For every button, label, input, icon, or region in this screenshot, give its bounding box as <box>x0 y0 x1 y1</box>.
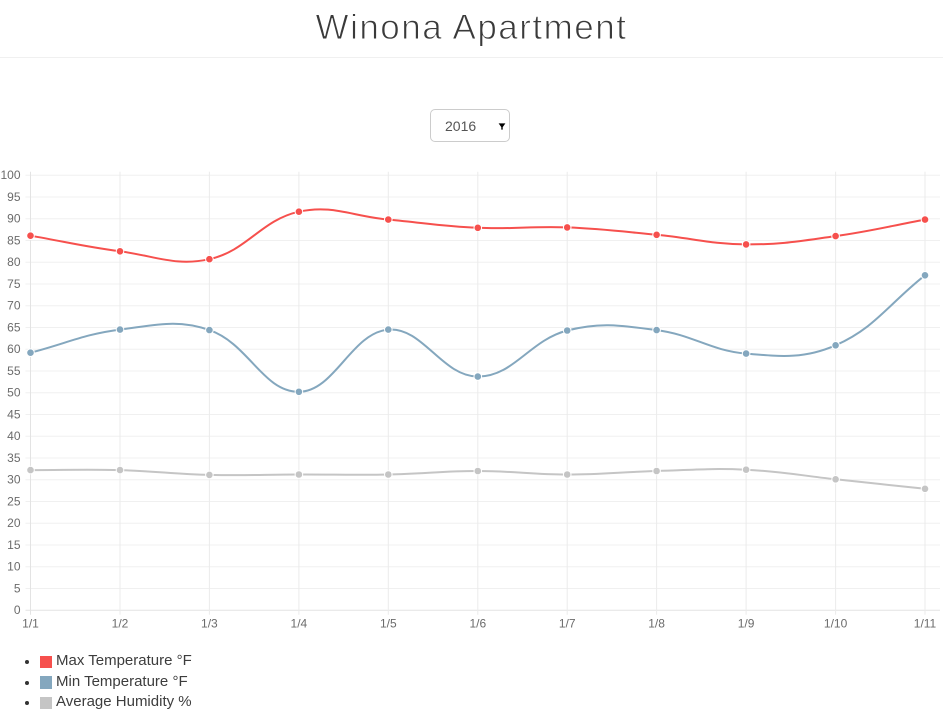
svg-text:0: 0 <box>14 603 21 617</box>
svg-text:1/9: 1/9 <box>738 617 755 631</box>
svg-text:1/5: 1/5 <box>380 617 397 631</box>
svg-text:100: 100 <box>0 168 20 182</box>
svg-text:65: 65 <box>7 320 21 334</box>
svg-text:85: 85 <box>7 233 21 247</box>
svg-text:1/3: 1/3 <box>201 617 218 631</box>
svg-text:35: 35 <box>7 451 21 465</box>
svg-text:5: 5 <box>14 581 21 595</box>
svg-text:1/11: 1/11 <box>914 617 937 631</box>
svg-text:55: 55 <box>7 364 21 378</box>
svg-text:10: 10 <box>7 560 21 574</box>
svg-text:75: 75 <box>7 277 21 291</box>
svg-text:1/7: 1/7 <box>559 617 576 631</box>
svg-text:95: 95 <box>7 190 21 204</box>
svg-text:1/6: 1/6 <box>469 617 486 631</box>
svg-text:30: 30 <box>7 473 21 487</box>
svg-text:60: 60 <box>7 342 21 356</box>
svg-text:15: 15 <box>7 538 21 552</box>
svg-text:20: 20 <box>7 516 21 530</box>
svg-text:70: 70 <box>7 299 21 313</box>
svg-text:1/10: 1/10 <box>824 617 848 631</box>
svg-text:90: 90 <box>7 212 21 226</box>
svg-text:25: 25 <box>7 494 21 508</box>
svg-text:1/1: 1/1 <box>22 617 39 631</box>
svg-text:40: 40 <box>7 429 21 443</box>
svg-text:45: 45 <box>7 407 21 421</box>
svg-text:80: 80 <box>7 255 21 269</box>
svg-text:1/2: 1/2 <box>112 617 129 631</box>
svg-text:1/8: 1/8 <box>648 617 665 631</box>
svg-text:1/4: 1/4 <box>291 617 308 631</box>
svg-text:50: 50 <box>7 386 21 400</box>
